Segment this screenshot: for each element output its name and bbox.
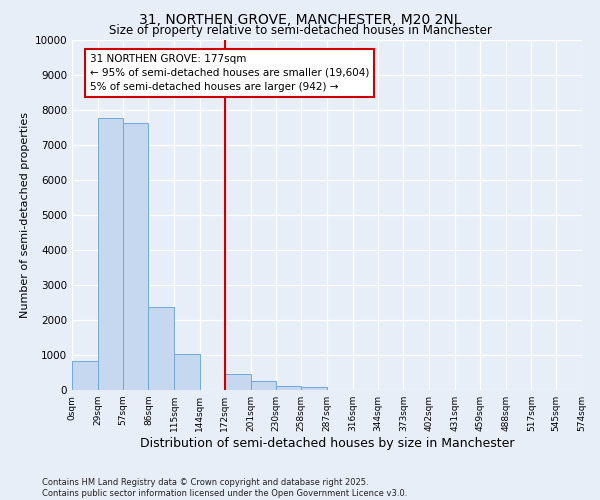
Bar <box>122 124 148 390</box>
Bar <box>251 380 277 390</box>
Bar <box>225 374 251 390</box>
Bar <box>174 354 200 390</box>
Text: Contains HM Land Registry data © Crown copyright and database right 2025.
Contai: Contains HM Land Registry data © Crown c… <box>42 478 407 498</box>
Bar <box>301 387 327 390</box>
Bar <box>98 118 122 390</box>
Bar <box>277 386 301 390</box>
Text: Size of property relative to semi-detached houses in Manchester: Size of property relative to semi-detach… <box>109 24 491 37</box>
Y-axis label: Number of semi-detached properties: Number of semi-detached properties <box>20 112 31 318</box>
Bar <box>72 362 98 390</box>
Text: 31 NORTHEN GROVE: 177sqm
← 95% of semi-detached houses are smaller (19,604)
5% o: 31 NORTHEN GROVE: 177sqm ← 95% of semi-d… <box>90 54 369 92</box>
Bar <box>148 306 174 390</box>
X-axis label: Distribution of semi-detached houses by size in Manchester: Distribution of semi-detached houses by … <box>140 437 514 450</box>
Text: 31, NORTHEN GROVE, MANCHESTER, M20 2NL: 31, NORTHEN GROVE, MANCHESTER, M20 2NL <box>139 12 461 26</box>
